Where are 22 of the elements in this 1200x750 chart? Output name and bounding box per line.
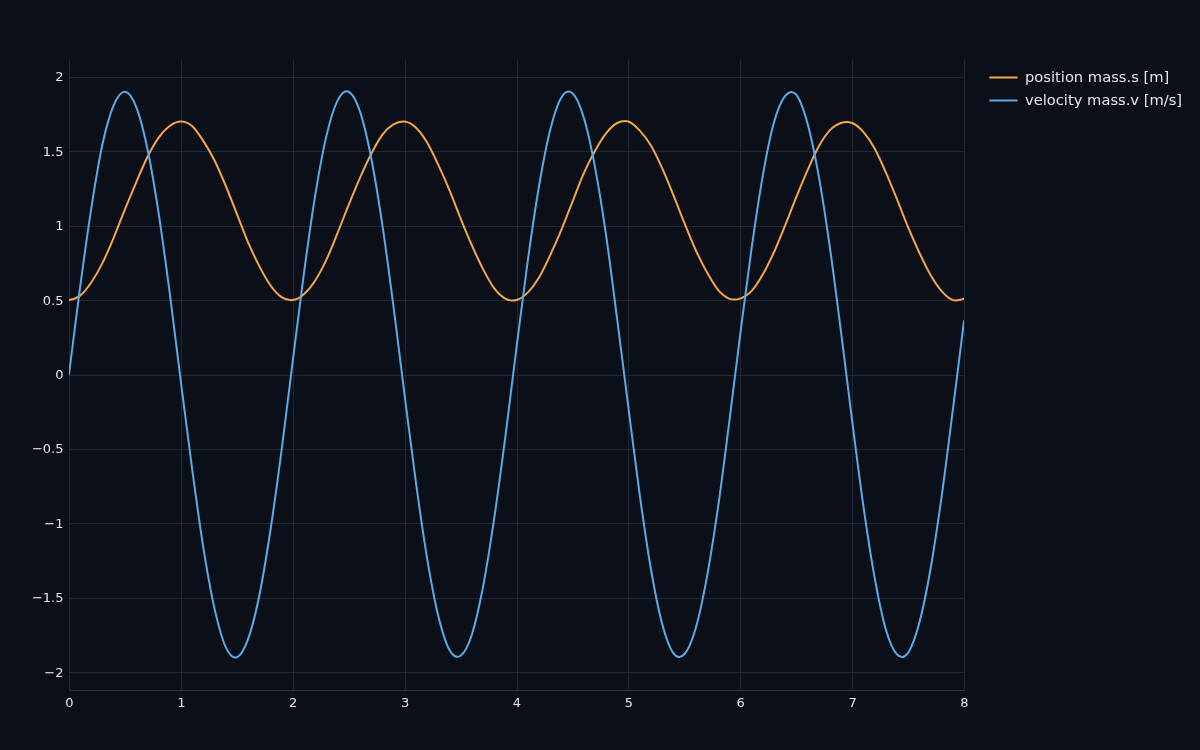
x-tick-label: 6 bbox=[736, 694, 745, 710]
x-tick-label: 4 bbox=[512, 694, 522, 710]
legend-label: position mass.s [m] bbox=[1025, 67, 1170, 85]
x-tick-label: 8 bbox=[960, 694, 969, 710]
legend-label: velocity mass.v [m/s] bbox=[1025, 90, 1183, 108]
y-tick-label: 0.5 bbox=[42, 292, 64, 308]
y-tick-label: 1.5 bbox=[42, 143, 64, 159]
y-tick-label: 2 bbox=[55, 69, 64, 85]
y-tick-label: 1 bbox=[55, 218, 64, 234]
x-tick-label: 2 bbox=[289, 694, 298, 710]
y-tick-label: 0 bbox=[55, 367, 64, 382]
x-tick-label: 5 bbox=[624, 694, 634, 710]
x-tick-label: 0 bbox=[65, 694, 74, 710]
x-tick-label: 7 bbox=[848, 694, 857, 710]
line-series bbox=[69, 120, 964, 302]
x-tick-label: 3 bbox=[400, 694, 410, 710]
y-tick-label: −0.5 bbox=[31, 441, 64, 457]
line-series bbox=[69, 90, 964, 659]
y-tick-label: −1.5 bbox=[31, 590, 64, 606]
y-tick-label: −2 bbox=[44, 664, 64, 680]
x-tick-label: 1 bbox=[177, 694, 186, 710]
y-tick-label: −1 bbox=[44, 515, 64, 531]
